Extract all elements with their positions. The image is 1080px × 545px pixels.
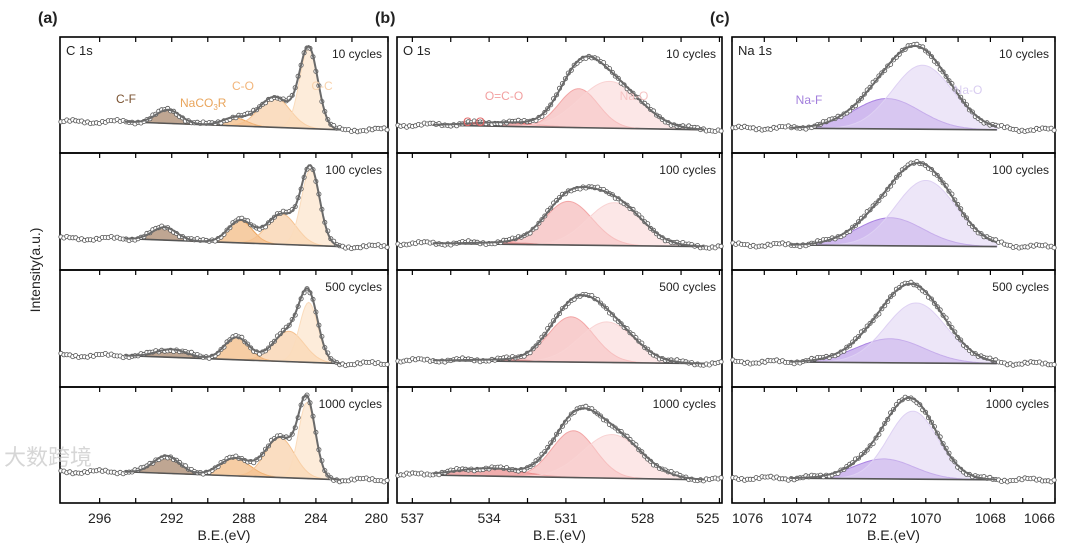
x-tick-label: 525 (696, 510, 720, 526)
data-point (384, 127, 390, 133)
x-axis-label: B.E.(eV) (198, 527, 251, 543)
component-label: NaCO3R (180, 96, 227, 112)
subplot-frame (396, 386, 723, 504)
x-tick-label: 1070 (910, 510, 941, 526)
background-line (432, 124, 705, 131)
data-point (1051, 362, 1057, 368)
subplot-frame (59, 386, 389, 504)
cycle-label: 10 cycles (666, 47, 716, 61)
background-line (790, 244, 997, 248)
peak-na-o (790, 302, 998, 365)
x-axis-label: B.E.(eV) (867, 527, 920, 543)
x-tick-label: 296 (88, 510, 112, 526)
core-level-title: Na 1s (738, 43, 772, 58)
fit-envelope (124, 44, 342, 131)
core-level-title: O 1s (403, 43, 431, 58)
fit-envelope (432, 186, 705, 248)
data-point (384, 361, 390, 367)
cycle-label: 100 cycles (992, 163, 1049, 177)
component-label: C-F (116, 92, 136, 106)
x-tick-label: 288 (232, 510, 256, 526)
x-tick-label: 1066 (1024, 510, 1055, 526)
cycle-label: 100 cycles (325, 163, 382, 177)
panel-label: (b) (375, 10, 395, 27)
peak-na-o (790, 410, 998, 481)
data-point (718, 475, 724, 481)
x-tick-label: 1068 (975, 510, 1006, 526)
background-line (124, 237, 342, 248)
fit-envelope (432, 407, 705, 481)
component-label: C-O (232, 79, 254, 93)
fit-envelope (124, 394, 342, 481)
fit-envelope (124, 287, 342, 365)
panel-label: (c) (710, 10, 730, 27)
component-label: Na-O (620, 89, 649, 103)
background-line (124, 121, 342, 131)
panel-label: (a) (38, 10, 58, 27)
component-label: Na-O (954, 83, 983, 97)
fit-envelope (432, 55, 705, 131)
watermark: 大数跨境 (4, 446, 93, 471)
data-point (718, 359, 724, 365)
x-tick-label: 534 (477, 510, 501, 526)
cycle-label: 1000 cycles (986, 397, 1049, 411)
fit-envelope (790, 161, 998, 246)
cycle-label: 1000 cycles (653, 397, 716, 411)
cycle-label: 500 cycles (325, 280, 382, 294)
data-point (1051, 477, 1057, 483)
x-tick-label: 531 (554, 510, 578, 526)
fit-envelope (790, 396, 997, 481)
x-tick-label: 1076 (732, 510, 763, 526)
data-point (1051, 245, 1057, 251)
fit-envelope (124, 164, 342, 248)
cycle-label: 1000 cycles (319, 397, 382, 411)
data-point (384, 244, 390, 250)
component-label: O=C-O (485, 89, 523, 103)
x-tick-label: 528 (631, 510, 655, 526)
background-line (124, 354, 342, 365)
fit-envelope (790, 282, 998, 363)
cycle-label: 10 cycles (999, 47, 1049, 61)
x-tick-label: 1072 (846, 510, 877, 526)
y-axis-label: Intensity(a.u.) (27, 228, 43, 313)
x-tick-label: 280 (365, 510, 389, 526)
component-label: Na-F (796, 93, 823, 107)
background-line (432, 474, 705, 481)
peak-na-o (790, 180, 998, 248)
data-point (384, 477, 390, 483)
data-point (718, 128, 724, 134)
background-line (790, 361, 997, 365)
cycle-label: 10 cycles (332, 47, 382, 61)
x-tick-label: 292 (160, 510, 184, 526)
cycle-label: 500 cycles (659, 280, 716, 294)
data-point (1051, 127, 1057, 133)
fit-envelope (432, 294, 705, 365)
x-tick-label: 284 (304, 510, 328, 526)
component-label: C-O (463, 115, 485, 129)
cycle-label: 500 cycles (992, 280, 1049, 294)
data-point (718, 243, 724, 249)
x-axis-label: B.E.(eV) (533, 527, 586, 543)
cycle-label: 100 cycles (659, 163, 716, 177)
core-level-title: C 1s (66, 43, 93, 58)
fit-envelope (790, 44, 998, 129)
x-tick-label: 1074 (781, 510, 812, 526)
x-tick-label: 537 (401, 510, 425, 526)
background-line (124, 471, 342, 481)
background-line (790, 127, 997, 131)
component-label: C-C (311, 79, 333, 93)
